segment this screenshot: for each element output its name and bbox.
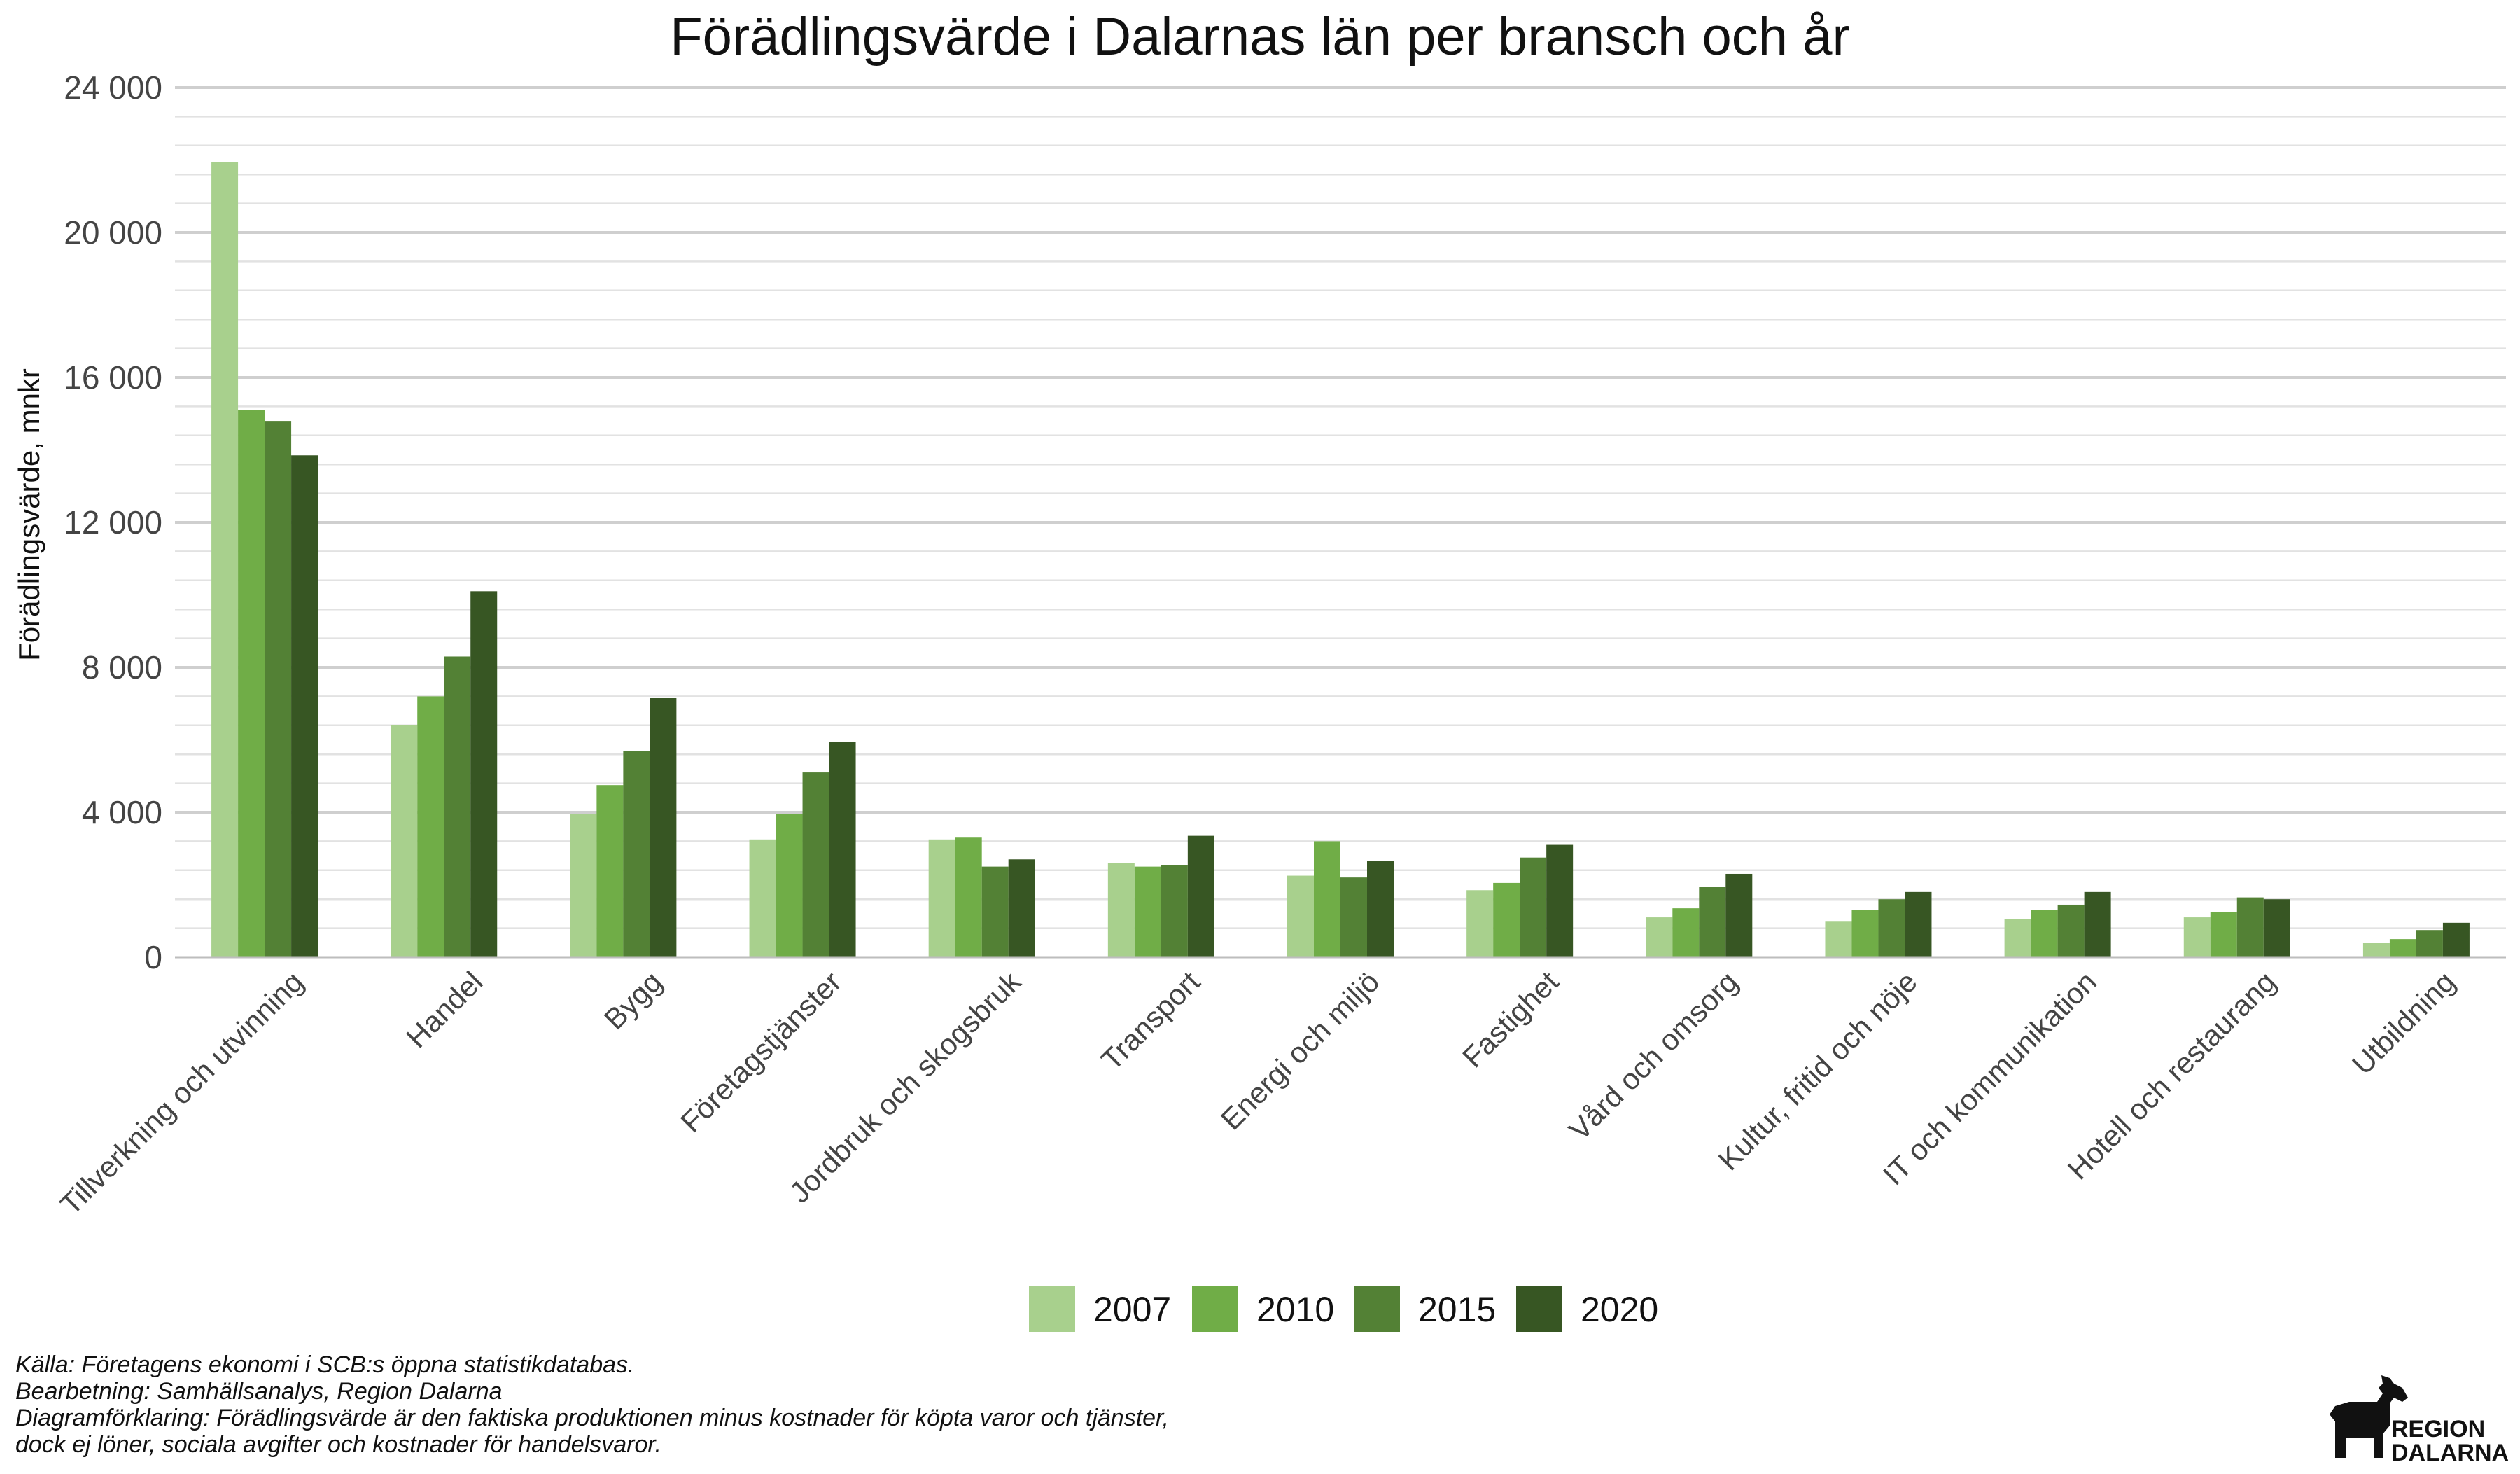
bar-2010 (776, 814, 803, 957)
y-tick-label: 12 000 (64, 504, 162, 541)
bar-2020 (650, 697, 677, 957)
bar-2015 (1340, 877, 1367, 957)
legend-swatch-2007 (1029, 1286, 1075, 1332)
x-tick-label: Kultur, fritid och nöje (1712, 965, 1924, 1176)
logo-text-region: REGION (2391, 1416, 2485, 1442)
bar-2010 (417, 696, 444, 957)
x-tick-label: Fastighet (1456, 965, 1565, 1074)
bar-2010 (2389, 939, 2416, 957)
legend-swatch-2010 (1192, 1286, 1238, 1332)
logo-text-dalarna: DALARNA (2391, 1440, 2509, 1466)
x-tick-label: Bygg (598, 965, 668, 1036)
chart-title: Förädlingsvärde i Dalarnas län per brans… (670, 7, 1850, 67)
bar-2007 (2362, 943, 2390, 957)
bar-2020 (1367, 861, 1394, 957)
x-tick-label: Energi och miljö (1214, 965, 1386, 1136)
bar-2020 (829, 742, 856, 957)
bar-2007 (1646, 917, 1673, 957)
bar-2015 (802, 772, 830, 957)
footer-explanation-1: Diagramförklaring: Förädlingsvärde är de… (15, 1405, 1169, 1431)
footer-explanation-2: dock ej löner, sociala avgifter och kost… (15, 1431, 662, 1458)
bar-2015 (2416, 930, 2443, 957)
bar-2020 (1546, 844, 1574, 957)
bar-2020 (1726, 873, 1753, 957)
bar-2010 (955, 837, 982, 957)
y-tick-label: 8 000 (82, 649, 162, 686)
bar-2020 (2263, 899, 2290, 957)
bar-2015 (444, 656, 471, 957)
bar-2015 (1699, 887, 1726, 957)
region-dalarna-logo: REGION DALARNA (2330, 1375, 2509, 1466)
bar-2020 (2084, 891, 2111, 957)
bars (211, 162, 2470, 957)
bar-2007 (391, 725, 418, 957)
bar-2007 (1825, 921, 1852, 957)
bar-2020 (1008, 859, 1035, 957)
footer-processing: Bearbetning: Samhällsanalys, Region Dala… (15, 1378, 503, 1405)
bar-2020 (2442, 922, 2470, 957)
bar-2020 (291, 455, 318, 957)
bar-2010 (1314, 841, 1340, 957)
bar-2007 (749, 839, 776, 957)
bar-2010 (1134, 866, 1161, 957)
legend: 2007 2010 2015 2020 (1029, 1286, 1658, 1332)
footer: Källa: Företagens ekonomi i SCB:s öppna … (15, 1351, 1169, 1458)
bar-2007 (928, 839, 955, 957)
legend-label-2007: 2007 (1093, 1290, 1171, 1329)
x-axis-ticks: Tillverkning och utvinning Handel Bygg Före… (54, 964, 2461, 1221)
bar-2015 (1878, 899, 1905, 957)
bar-2015 (2057, 904, 2085, 957)
bar-2015 (1520, 857, 1547, 957)
bar-2010 (1851, 910, 1879, 957)
y-tick-label: 16 000 (64, 359, 162, 396)
dala-horse-icon (2330, 1375, 2408, 1458)
y-tick-label: 0 (144, 939, 162, 975)
bar-2015 (1161, 865, 1188, 957)
bar-2015 (2236, 897, 2264, 957)
legend-label-2020: 2020 (1581, 1290, 1658, 1329)
bar-2007 (1107, 863, 1135, 957)
bar-2015 (623, 751, 650, 957)
bar-2010 (2210, 912, 2237, 957)
bar-2010 (1672, 908, 1700, 957)
y-tick-label: 20 000 (64, 214, 162, 251)
x-tick-label: Vård och omsorg (1562, 965, 1744, 1146)
x-tick-label: Hotell och restaurang (2062, 965, 2283, 1186)
bar-2015 (265, 421, 292, 957)
legend-swatch-2015 (1354, 1286, 1400, 1332)
y-axis-ticks: 0 4 000 8 000 12 000 16 000 20 000 24 000 (64, 69, 162, 975)
x-tick-label: Företagstjänster (674, 965, 848, 1139)
bar-2010 (1493, 882, 1520, 957)
bar-2020 (470, 591, 498, 957)
y-tick-label: 24 000 (64, 69, 162, 106)
bar-2010 (2031, 910, 2058, 957)
grid-lines (175, 86, 2506, 929)
legend-swatch-2020 (1516, 1286, 1562, 1332)
bar-2007 (1466, 890, 1494, 957)
bar-2010 (238, 410, 265, 957)
bar-2007 (211, 162, 239, 957)
x-tick-label: Tillverkning och utvinning (54, 965, 310, 1221)
x-tick-label: Transport (1095, 965, 1206, 1076)
footer-source: Källa: Företagens ekonomi i SCB:s öppna … (15, 1351, 634, 1378)
y-axis-label: Förädlingsvärde, mnkr (13, 368, 46, 661)
bar-2010 (596, 785, 624, 957)
x-tick-label: Handel (400, 965, 489, 1054)
bar-2015 (981, 866, 1009, 957)
legend-label-2010: 2010 (1256, 1290, 1334, 1329)
legend-label-2015: 2015 (1418, 1290, 1496, 1329)
bar-2007 (1287, 875, 1314, 957)
bar-2007 (570, 814, 597, 957)
x-tick-label: Utbildning (2346, 965, 2461, 1080)
bar-2020 (1905, 891, 1932, 957)
y-tick-label: 4 000 (82, 794, 162, 830)
bar-2007 (2183, 917, 2211, 957)
bar-2007 (2004, 919, 2031, 957)
bar-2020 (1187, 835, 1214, 957)
